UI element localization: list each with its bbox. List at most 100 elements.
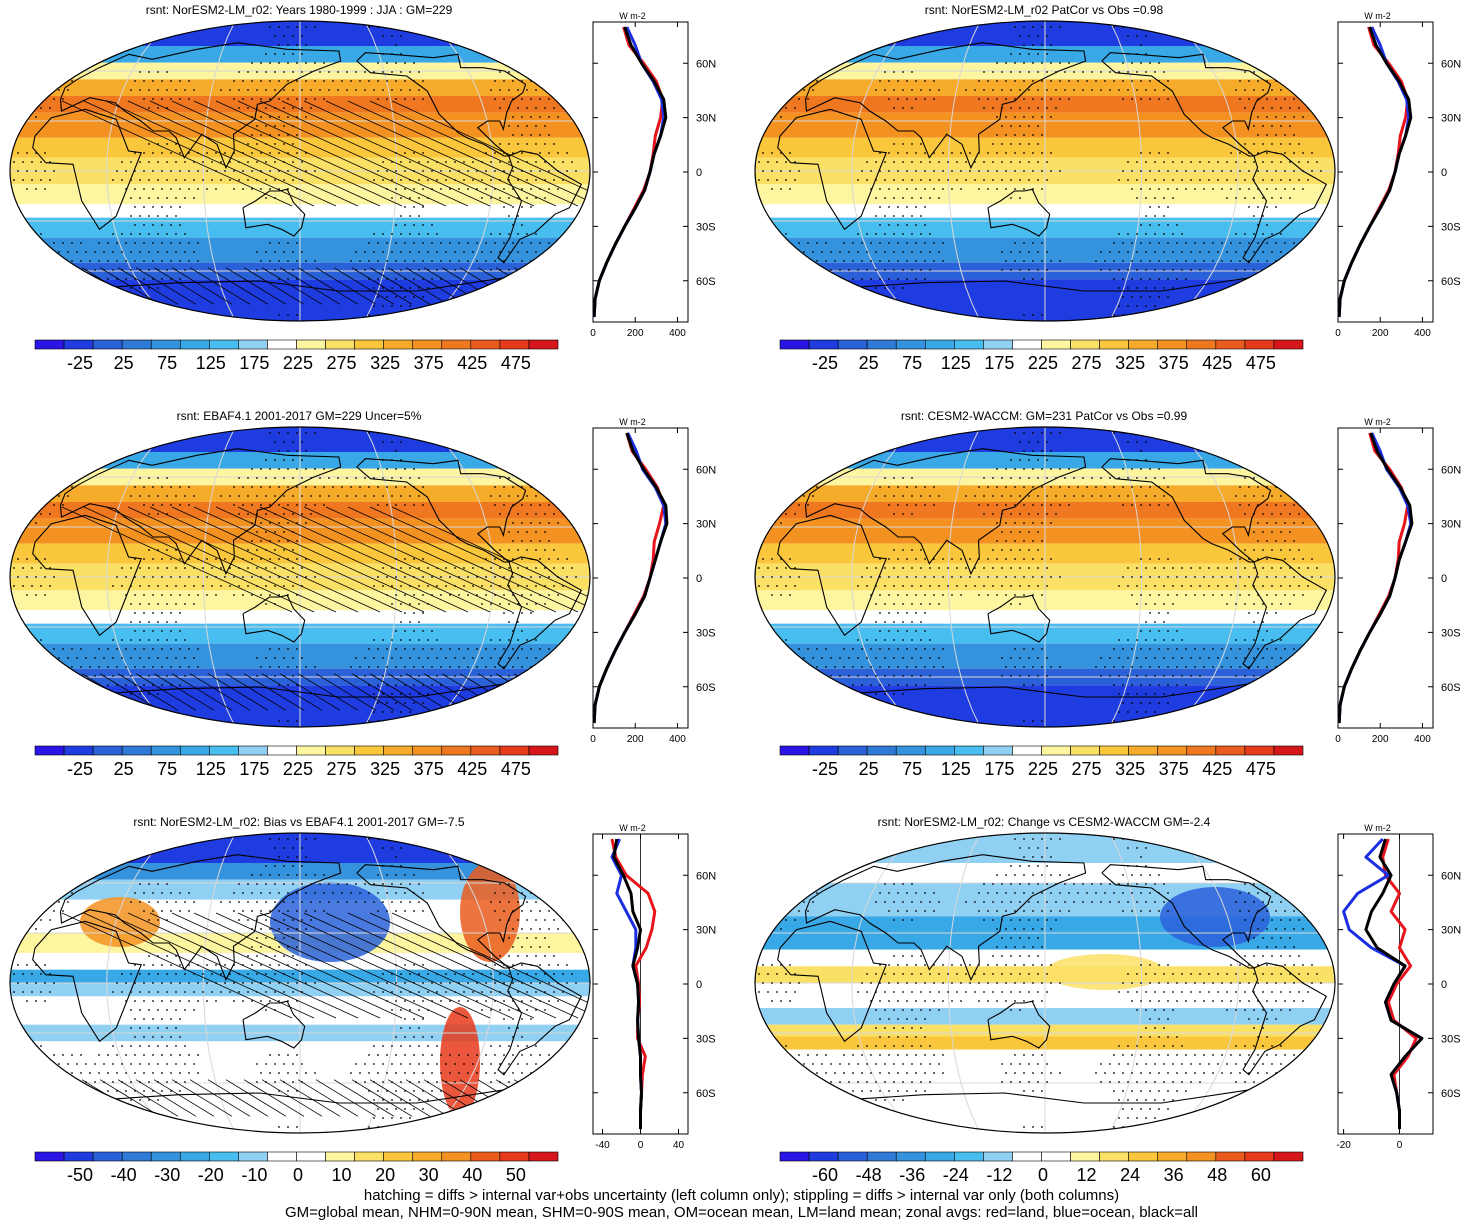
stipple-dot bbox=[938, 567, 940, 569]
stipple-dot bbox=[71, 1072, 73, 1074]
stipple-dot bbox=[530, 982, 532, 984]
stipple-dot bbox=[1262, 161, 1264, 163]
stipple-dot bbox=[386, 702, 388, 704]
stipple-dot bbox=[463, 161, 465, 163]
stipple-dot bbox=[22, 711, 24, 713]
stipple-dot bbox=[879, 594, 881, 596]
stipple-dot bbox=[794, 513, 796, 515]
stipple-dot bbox=[758, 495, 760, 497]
stipple-dot bbox=[49, 657, 51, 659]
stipple-dot bbox=[139, 639, 141, 641]
stipple-dot bbox=[404, 260, 406, 262]
stipple-dot bbox=[269, 152, 271, 154]
stipple-dot bbox=[422, 648, 424, 650]
stipple-dot bbox=[884, 621, 886, 623]
stipple-dot bbox=[17, 838, 19, 840]
stipple-dot bbox=[1014, 260, 1016, 262]
stipple-dot bbox=[220, 901, 222, 903]
stipple-dot bbox=[283, 495, 285, 497]
stipple-dot bbox=[395, 260, 397, 262]
stipple-dot bbox=[1172, 657, 1174, 659]
stipple-dot bbox=[1127, 89, 1129, 91]
stipple-dot bbox=[422, 982, 424, 984]
stipple-dot bbox=[31, 233, 33, 235]
stipple-dot bbox=[170, 648, 172, 650]
colorbar-label: -25 bbox=[812, 759, 838, 779]
stipple-dot bbox=[1122, 98, 1124, 100]
stipple-dot bbox=[866, 251, 868, 253]
stipple-dot bbox=[400, 35, 402, 37]
stipple-dot bbox=[31, 693, 33, 695]
stipple-dot bbox=[499, 495, 501, 497]
stipple-dot bbox=[1266, 576, 1268, 578]
stipple-dot bbox=[418, 495, 420, 497]
stipple-dot bbox=[188, 170, 190, 172]
stipple-dot bbox=[422, 576, 424, 578]
colorbar-label: 375 bbox=[1159, 353, 1189, 373]
stipple-dot bbox=[485, 260, 487, 262]
stipple-dot bbox=[233, 892, 235, 894]
stipple-dot bbox=[834, 666, 836, 668]
stipple-dot bbox=[1257, 206, 1259, 208]
stipple-dot bbox=[35, 684, 37, 686]
stipple-dot bbox=[184, 233, 186, 235]
stipple-dot bbox=[269, 594, 271, 596]
stipple-dot bbox=[278, 98, 280, 100]
stipple-dot bbox=[1176, 648, 1178, 650]
profile-line-all bbox=[592, 432, 669, 724]
stipple-dot bbox=[517, 1063, 519, 1065]
stipple-dot bbox=[521, 134, 523, 136]
stipple-dot bbox=[1140, 576, 1142, 578]
stipple-dot bbox=[157, 991, 159, 993]
stipple-dot bbox=[1226, 197, 1228, 199]
stipple-dot bbox=[1307, 567, 1309, 569]
stipple-dot bbox=[193, 603, 195, 605]
stipple-dot bbox=[1005, 504, 1007, 506]
stipple-dot bbox=[1275, 648, 1277, 650]
stipple-dot bbox=[938, 657, 940, 659]
stipple-dot bbox=[161, 1054, 163, 1056]
profile-x-tick-label: 400 bbox=[1414, 734, 1431, 745]
stipple-dot bbox=[1145, 233, 1147, 235]
stipple-dot bbox=[1010, 197, 1012, 199]
stipple-dot bbox=[71, 432, 73, 434]
stipple-dot bbox=[485, 188, 487, 190]
stipple-dot bbox=[1266, 188, 1268, 190]
stipple-dot bbox=[134, 486, 136, 488]
stipple-dot bbox=[53, 62, 55, 64]
stipple-dot bbox=[152, 982, 154, 984]
stipple-dot bbox=[1037, 143, 1039, 145]
stipple-dot bbox=[161, 1018, 163, 1020]
stipple-dot bbox=[1059, 62, 1061, 64]
stipple-dot bbox=[206, 1000, 208, 1002]
stipple-dot bbox=[431, 278, 433, 280]
stipple-dot bbox=[139, 585, 141, 587]
stipple-dot bbox=[906, 486, 908, 488]
stipple-dot bbox=[53, 982, 55, 984]
stipple-dot bbox=[1298, 567, 1300, 569]
stipple-dot bbox=[1239, 504, 1241, 506]
stipple-dot bbox=[278, 486, 280, 488]
stipple-dot bbox=[508, 197, 510, 199]
stipple-dot bbox=[906, 612, 908, 614]
stipple-dot bbox=[884, 675, 886, 677]
stipple-dot bbox=[494, 1054, 496, 1056]
stipple-dot bbox=[296, 314, 298, 316]
stipple-dot bbox=[1244, 179, 1246, 181]
stipple-dot bbox=[22, 107, 24, 109]
panel-title: rsnt: NorESM2-LM_r02: Years 1980-1999 : … bbox=[145, 3, 453, 17]
map-body bbox=[755, 427, 1335, 727]
stipple-dot bbox=[296, 720, 298, 722]
stipple-dot bbox=[1320, 486, 1322, 488]
stipple-dot bbox=[512, 558, 514, 560]
stipple-dot bbox=[1131, 486, 1133, 488]
stipple-dot bbox=[125, 1054, 127, 1056]
stipple-dot bbox=[929, 179, 931, 181]
stipple-dot bbox=[915, 612, 917, 614]
stipple-dot bbox=[265, 919, 267, 921]
stipple-dot bbox=[1023, 260, 1025, 262]
stipple-dot bbox=[292, 179, 294, 181]
stipple-dot bbox=[1253, 603, 1255, 605]
stipple-dot bbox=[355, 657, 357, 659]
stipple-dot bbox=[278, 648, 280, 650]
